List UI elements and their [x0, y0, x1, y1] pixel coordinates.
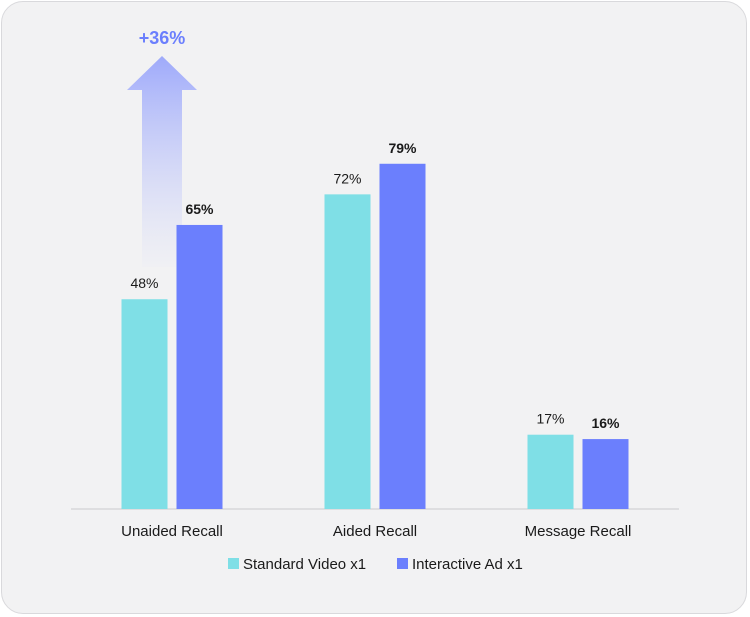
- bar-interactive-ad-x1-unaided-recall: [176, 224, 223, 509]
- data-label-interactive-ad-x1-message-recall: 16%: [591, 415, 620, 431]
- increase-arrow-annotation: +36%: [127, 28, 197, 268]
- data-label-standard-video-x1-aided-recall: 72%: [333, 170, 361, 186]
- data-label-interactive-ad-x1-unaided-recall: 65%: [185, 201, 214, 217]
- legend-label-standard-video-x1: Standard Video x1: [243, 556, 366, 573]
- legend: Standard Video x1 Interactive Ad x1: [228, 556, 523, 573]
- category-label-aided-recall: Aided Recall: [333, 523, 417, 540]
- bar-interactive-ad-x1-message-recall: [582, 439, 629, 509]
- increase-callout-label: +36%: [139, 28, 186, 48]
- data-label-standard-video-x1-unaided-recall: 48%: [130, 275, 158, 291]
- bar-standard-video-x1-message-recall: [527, 434, 574, 509]
- increase-arrow-icon: [127, 56, 197, 268]
- legend-label-interactive-ad-x1: Interactive Ad x1: [412, 556, 523, 573]
- bar-interactive-ad-x1-aided-recall: [379, 163, 426, 509]
- category-label-unaided-recall: Unaided Recall: [121, 523, 223, 540]
- legend-swatch-interactive-ad-x1: [397, 558, 408, 569]
- legend-swatch-standard-video-x1: [228, 558, 239, 569]
- data-label-interactive-ad-x1-aided-recall: 79%: [388, 140, 417, 156]
- category-label-message-recall: Message Recall: [525, 523, 632, 540]
- bar-standard-video-x1-aided-recall: [324, 194, 371, 510]
- data-label-standard-video-x1-message-recall: 17%: [536, 411, 564, 427]
- bar-standard-video-x1-unaided-recall: [121, 299, 168, 509]
